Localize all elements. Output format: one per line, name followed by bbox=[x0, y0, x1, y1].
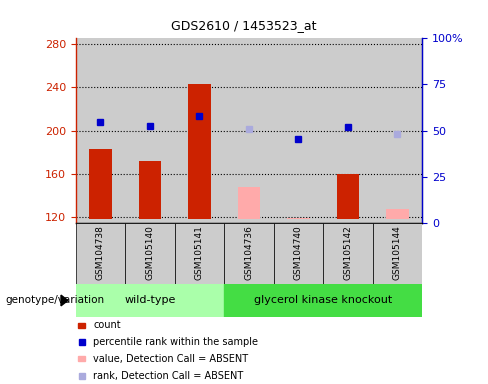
Bar bbox=[76, 38, 125, 223]
Text: GDS2610 / 1453523_at: GDS2610 / 1453523_at bbox=[171, 19, 317, 32]
FancyBboxPatch shape bbox=[323, 223, 373, 284]
Text: percentile rank within the sample: percentile rank within the sample bbox=[93, 337, 258, 347]
FancyBboxPatch shape bbox=[373, 223, 422, 284]
Text: count: count bbox=[93, 320, 121, 330]
Text: value, Detection Call = ABSENT: value, Detection Call = ABSENT bbox=[93, 354, 248, 364]
Bar bbox=[175, 38, 224, 223]
Text: GSM105142: GSM105142 bbox=[344, 225, 352, 280]
Polygon shape bbox=[61, 295, 68, 306]
Bar bbox=[76, 284, 224, 317]
Text: GSM104738: GSM104738 bbox=[96, 225, 105, 280]
Text: glycerol kinase knockout: glycerol kinase knockout bbox=[254, 295, 392, 306]
Bar bbox=[386, 209, 408, 220]
Bar bbox=[78, 323, 85, 328]
Bar bbox=[287, 218, 309, 220]
Bar bbox=[323, 38, 373, 223]
FancyBboxPatch shape bbox=[125, 223, 175, 284]
Text: wild-type: wild-type bbox=[124, 295, 176, 306]
Bar bbox=[89, 149, 112, 220]
Bar bbox=[337, 174, 359, 220]
Text: GSM104736: GSM104736 bbox=[244, 225, 253, 280]
Bar bbox=[224, 284, 422, 317]
Text: GSM105144: GSM105144 bbox=[393, 225, 402, 280]
Bar bbox=[125, 38, 175, 223]
Bar bbox=[78, 356, 85, 361]
Text: genotype/variation: genotype/variation bbox=[5, 295, 104, 306]
FancyBboxPatch shape bbox=[76, 223, 125, 284]
FancyBboxPatch shape bbox=[175, 223, 224, 284]
FancyBboxPatch shape bbox=[274, 223, 323, 284]
Bar bbox=[274, 38, 323, 223]
Bar bbox=[238, 187, 260, 220]
Text: GSM105140: GSM105140 bbox=[145, 225, 154, 280]
Text: GSM105141: GSM105141 bbox=[195, 225, 204, 280]
Bar bbox=[188, 84, 210, 220]
Bar bbox=[373, 38, 422, 223]
Text: GSM104740: GSM104740 bbox=[294, 225, 303, 280]
Bar bbox=[224, 38, 274, 223]
FancyBboxPatch shape bbox=[224, 223, 274, 284]
Text: rank, Detection Call = ABSENT: rank, Detection Call = ABSENT bbox=[93, 371, 244, 381]
Bar bbox=[139, 161, 161, 220]
